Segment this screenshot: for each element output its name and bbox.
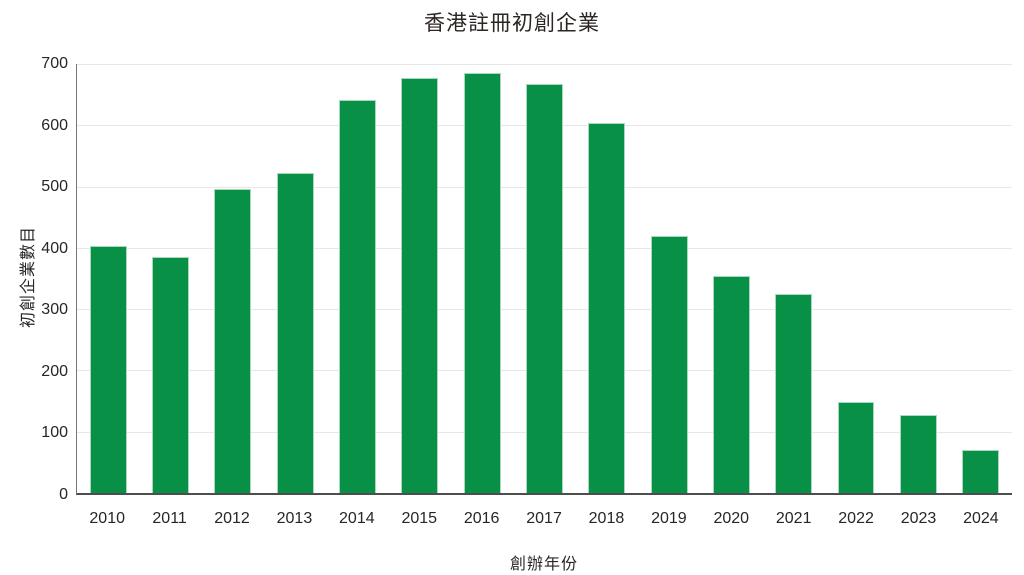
bar-slot-2010 (77, 64, 139, 493)
bar-2017 (526, 84, 563, 493)
y-tick-label-200: 200 (41, 362, 68, 380)
bar-2013 (276, 173, 314, 493)
bar-2015 (401, 78, 439, 493)
bar-2019 (650, 235, 688, 493)
x-tick-label-2020: 2020 (713, 510, 750, 527)
bar-slot-2018 (576, 64, 638, 493)
x-tick-label-2010: 2010 (89, 510, 125, 527)
bar-slot-2013 (264, 64, 326, 493)
y-tick-label-100: 100 (41, 424, 68, 442)
x-tick-label-2011: 2011 (152, 510, 187, 527)
bar-2011 (152, 257, 189, 493)
bar-slot-2024 (950, 64, 1012, 493)
x-tick-label-2019: 2019 (651, 510, 687, 527)
x-axis-title: 創辦年份 (509, 556, 578, 573)
chart-title: 香港註冊初創企業 (424, 12, 600, 35)
bar-slot-2019 (638, 64, 700, 493)
x-tick-label-2018: 2018 (588, 510, 625, 527)
y-tick-label-500: 500 (41, 178, 68, 196)
gridline-700 (77, 64, 1012, 65)
y-tick-label-700: 700 (41, 55, 68, 72)
bar-slot-2020 (700, 64, 762, 493)
bar-slot-2012 (202, 64, 264, 493)
bar-2020 (713, 276, 750, 493)
x-tick-label-2024: 2024 (963, 510, 999, 527)
bar-slot-2016 (451, 64, 513, 493)
x-tick-label-2022: 2022 (838, 510, 874, 527)
bar-slot-2014 (326, 64, 388, 493)
bar-slot-2011 (139, 64, 201, 493)
y-tick-label-400: 400 (41, 239, 68, 257)
x-axis-ticks: 2010 2011 2012 2013 2014 2015 2016 2017 2018 2019… (76, 510, 1012, 528)
bar-2018 (588, 122, 626, 493)
bar-2023 (900, 414, 937, 493)
bar-slot-2022 (825, 64, 887, 493)
bar-2012 (214, 189, 252, 493)
x-tick-label-2013: 2013 (276, 510, 313, 527)
x-tick-label-2021: 2021 (775, 510, 812, 527)
x-tick-label-2016: 2016 (463, 510, 500, 527)
x-tick-label-2015: 2015 (401, 510, 438, 527)
bar-slot-2021 (763, 64, 825, 493)
y-tick-label-300: 300 (41, 301, 68, 319)
x-tick-label-2023: 2023 (900, 510, 937, 527)
y-tick-label-0: 0 (59, 486, 68, 503)
x-tick-label-2017: 2017 (526, 510, 562, 527)
bar-slot-2015 (389, 64, 451, 493)
bar-2022 (837, 401, 875, 493)
bar-2024 (962, 450, 1000, 493)
plot-area (76, 64, 1012, 495)
x-tick-label-2014: 2014 (339, 510, 375, 527)
bars (77, 64, 1012, 493)
bar-2014 (339, 100, 376, 493)
bar-slot-2017 (513, 64, 575, 493)
y-tick-label-600: 600 (41, 116, 68, 134)
bar-2010 (89, 246, 127, 493)
bar-2021 (775, 294, 813, 493)
bar-slot-2023 (887, 64, 949, 493)
bar-2016 (463, 73, 501, 493)
x-tick-label-2012: 2012 (214, 510, 250, 527)
